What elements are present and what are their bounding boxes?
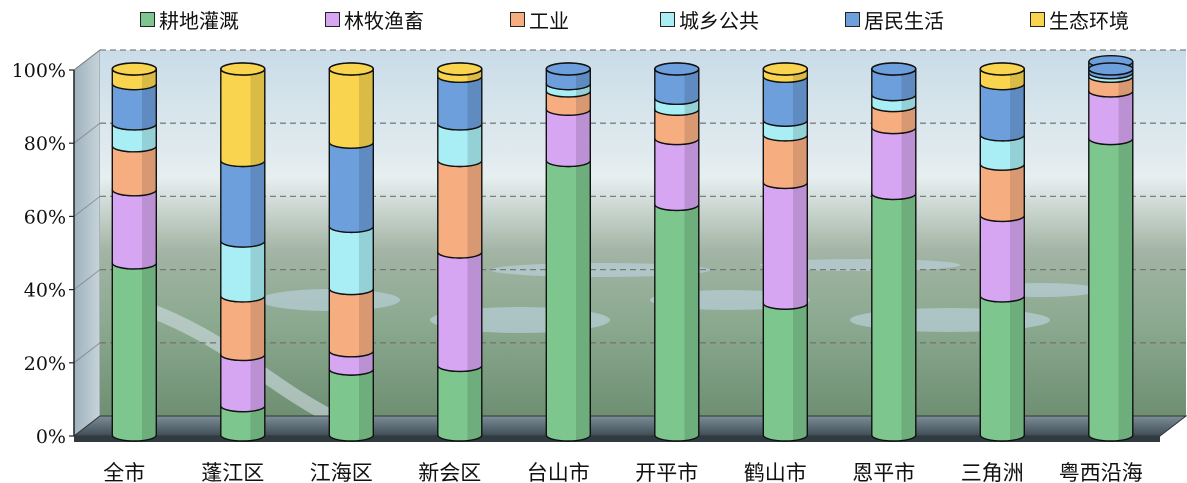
legend-swatch (510, 11, 525, 27)
x-tick-label: 鹤山市 (744, 461, 807, 483)
bar-stack (870, 62, 917, 442)
x-tick-label: 新会区 (418, 461, 481, 483)
legend-swatch (140, 11, 155, 27)
legend-item: 城乡公共 (660, 4, 759, 34)
legend-swatch (325, 11, 340, 27)
legend-item: 耕地灌溉 (140, 4, 239, 34)
x-tick-label: 全市 (103, 461, 145, 483)
x-tick-label: 开平市 (635, 461, 698, 483)
bar-top-cap (436, 62, 483, 76)
bar-segment (1088, 131, 1134, 442)
bar-segment (762, 296, 808, 442)
bar-segment (437, 153, 483, 259)
bar-top-cap (1088, 62, 1134, 76)
bar-top-cap (111, 62, 158, 76)
legend-label: 城乡公共 (679, 8, 759, 33)
bar-segment (979, 208, 1025, 303)
bar-segment (871, 186, 917, 442)
x-axis: 全市 蓬江区 江海区 新会区 台山市 开平市 鹤山市 恩平市 三角洲 粤西沿海 (103, 461, 1143, 483)
bar-top-cap (220, 62, 266, 76)
bar-stack (545, 62, 592, 442)
bar-stack (979, 62, 1026, 442)
bar-top-cap (762, 62, 809, 76)
x-tick-label: 江海区 (310, 461, 373, 483)
legend-item: 工业 (510, 4, 569, 34)
bar-segment (220, 62, 266, 168)
y-tick-label: 40% (24, 280, 66, 302)
bar-segment (654, 197, 700, 442)
bar-segment (762, 175, 808, 310)
y-tick-label: 80% (24, 133, 66, 155)
x-tick-label: 台山市 (527, 461, 590, 483)
x-tick-label: 三角洲 (961, 461, 1024, 483)
bar-top-cap (870, 62, 917, 76)
bar-stack (762, 62, 809, 442)
bar-stack (328, 62, 375, 442)
legend-label: 耕地灌溉 (159, 8, 239, 33)
bar-segment (762, 128, 808, 190)
chart-legend: 耕地灌溉 林牧渔畜 工业 城乡公共 居民生活 生态环境 (0, 4, 1187, 34)
bar-top-cap (979, 62, 1026, 76)
bar-segment (220, 153, 266, 248)
bar-segment (111, 256, 158, 442)
bars (111, 54, 1134, 442)
legend-label: 居民生活 (864, 8, 944, 33)
x-tick-label: 蓬江区 (201, 461, 264, 483)
legend-label: 生态环境 (1049, 8, 1129, 33)
legend-item: 林牧渔畜 (325, 4, 424, 34)
bar-top-cap (328, 62, 375, 76)
x-tick-label: 粤西沿海 (1059, 461, 1143, 483)
y-tick-label: 0% (36, 426, 66, 448)
legend-swatch (660, 11, 675, 27)
legend-swatch (1030, 11, 1045, 27)
legend-label: 工业 (529, 8, 569, 33)
bar-top-cap (653, 62, 700, 76)
bar-stack (220, 62, 266, 442)
legend-label: 林牧渔畜 (344, 8, 424, 33)
bar-stack (653, 62, 700, 442)
bar-stack (111, 62, 158, 442)
y-tick-label: 20% (24, 353, 66, 375)
legend-item: 居民生活 (845, 4, 944, 34)
bar-stack (1088, 54, 1134, 442)
bar-segment (545, 153, 591, 442)
x-tick-label: 恩平市 (852, 461, 915, 483)
bar-top-cap (545, 62, 592, 76)
bar-stack (436, 62, 483, 442)
bar-segment (328, 135, 374, 234)
y-tick-label: 60% (24, 206, 66, 228)
legend-item: 生态环境 (1030, 4, 1129, 34)
legend-swatch (845, 11, 860, 27)
y-tick-label: 100% (12, 60, 66, 82)
bar-segment (979, 289, 1025, 442)
bar-segment (437, 245, 483, 373)
bar-segment (111, 183, 158, 270)
y-axis: 0% 20% 40% 60% 80% 100% (12, 60, 75, 448)
